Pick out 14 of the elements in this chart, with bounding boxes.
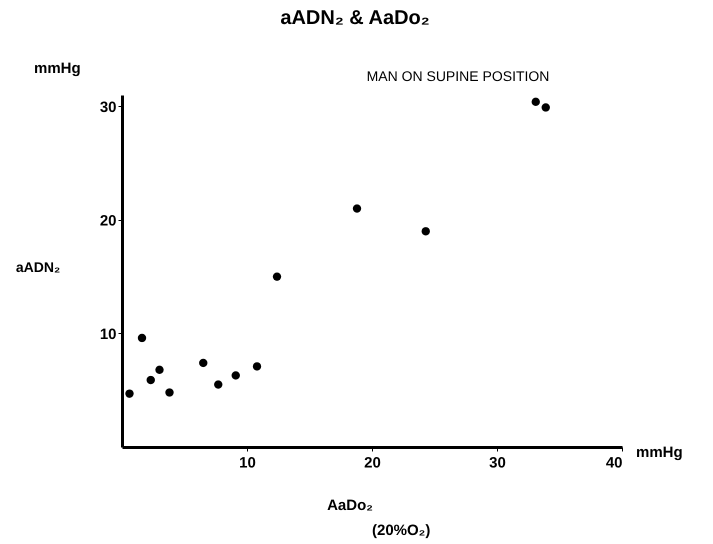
text: mmHg (34, 60, 81, 77)
y-tick-label: 20 (100, 212, 116, 230)
text: (20%O₂) (372, 522, 430, 539)
x-tick-label: 40 (606, 454, 622, 472)
y-tick-label: 10 (100, 326, 116, 343)
chart-title: aADN₂ & AaDo₂ (280, 7, 430, 29)
chart-subtitle: MAN ON SUPINE POSITION (366, 68, 550, 84)
text: mmHg (636, 444, 683, 461)
y-tick-label: 30 (100, 98, 116, 116)
y-axis-title: aADN₂ (16, 259, 60, 275)
x-tick-label: 10 (239, 454, 256, 472)
x-axis-title: AaDo₂ (327, 497, 373, 514)
x-tick-label: 30 (489, 454, 506, 472)
x-tick-label: 20 (364, 454, 381, 472)
